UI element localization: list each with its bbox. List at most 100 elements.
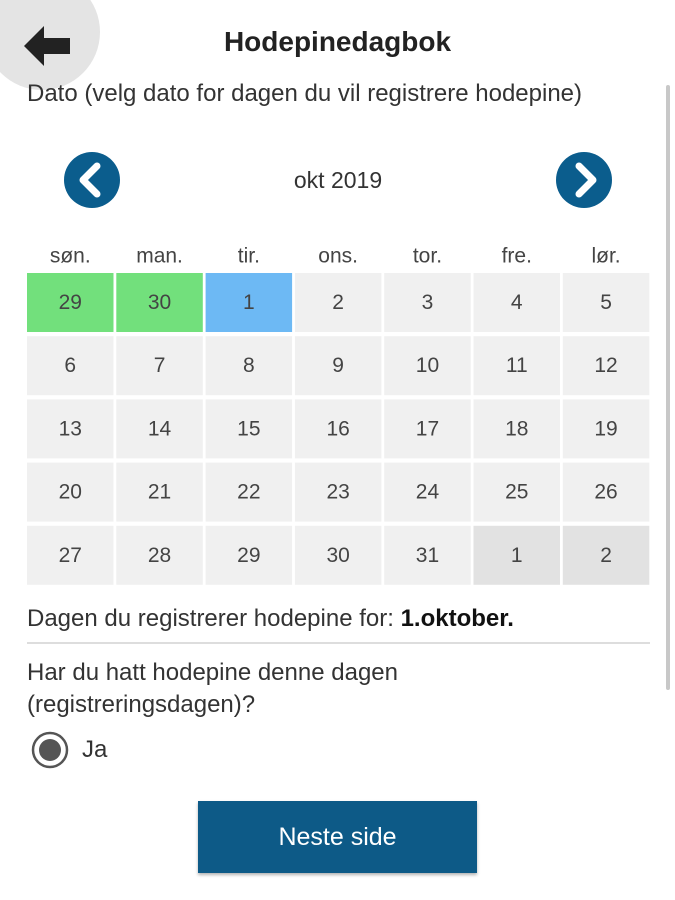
summary: Dagen du registrerer hodepine for: 1.okt… [27,605,514,633]
day-number: 2 [600,544,612,567]
radio-label: Ja [82,736,108,763]
day-number: 1 [511,544,523,567]
radio-dot [39,739,61,761]
day-cell[interactable] [116,336,203,396]
day-cell[interactable] [562,525,650,585]
month-label: okt 2019 [293,167,383,193]
next-month[interactable] [554,152,614,212]
day-number: 3 [422,291,434,314]
weekday-label: lør. [591,245,620,268]
day-cell[interactable] [294,525,382,585]
back-arrow [24,26,70,66]
back-button[interactable] [0,0,120,100]
day-cell[interactable] [27,273,114,332]
day-number: 2 [332,291,344,314]
day-cell[interactable] [205,525,293,585]
day-number: 9 [332,354,344,377]
day-number: 29 [237,544,260,567]
day-number: 21 [148,481,171,504]
day-cell[interactable] [562,462,650,522]
weekday-label: søn. [50,245,91,268]
next-button[interactable]: Neste side [198,801,477,873]
day-number: 4 [511,291,523,314]
day-number: 31 [416,544,439,567]
day-cell[interactable] [294,336,382,396]
day-number: 19 [594,417,617,440]
day-number: 27 [59,544,82,567]
day-number: 7 [154,354,166,377]
calendar: søn. man. tir. ons. tor. fre. lør.29 30 1 2 3 4 56 7 8… [27,245,650,585]
weekday-label: fre. [502,245,532,268]
day-cell[interactable] [384,462,471,522]
day-number: 14 [148,417,172,440]
day-number: 10 [416,354,439,377]
day-cell[interactable] [473,336,561,396]
day-cell[interactable] [473,462,561,522]
day-cell[interactable] [384,336,471,396]
next-circle [556,152,612,208]
day-cell[interactable] [27,525,114,585]
day-cell[interactable] [562,399,650,459]
day-number: 13 [59,417,82,440]
day-cell[interactable] [116,399,203,459]
day-cell[interactable] [294,399,382,459]
day-number: 29 [59,291,82,314]
day-number: 30 [148,291,171,314]
day-number: 28 [148,544,171,567]
day-number: 22 [237,481,260,504]
day-cell[interactable] [116,462,203,522]
day-number: 8 [243,354,255,377]
day-cell[interactable] [205,462,293,522]
question: Har du hatt hodepine denne dagen (regist… [27,659,398,718]
day-cell[interactable] [27,336,114,396]
date-label: Dato (velg dato for dagen du vil registr… [27,80,582,107]
day-number: 6 [64,354,76,377]
day-cell[interactable] [27,462,114,522]
day-cell[interactable] [473,525,561,585]
day-cell[interactable] [294,273,382,332]
day-number: 30 [326,544,349,567]
day-number: 18 [505,417,528,440]
day-number: 1 [243,291,255,314]
day-number: 26 [594,481,617,504]
weekday-label: tor. [413,245,442,268]
day-number: 24 [416,481,440,504]
day-number: 15 [237,417,260,440]
day-number: 5 [600,291,612,314]
weekday-label: tir. [238,245,260,268]
weekday-label: man. [136,245,183,268]
summary-text: Dagen du registrerer hodepine for: [27,605,394,632]
day-number: 23 [326,481,349,504]
weekday-label: ons. [318,245,358,268]
day-cell[interactable] [384,399,471,459]
prev-circle [64,152,120,208]
day-cell[interactable] [116,525,203,585]
prev-month[interactable] [62,152,122,212]
day-cell[interactable] [384,525,471,585]
day-cell[interactable] [294,462,382,522]
day-cell[interactable] [384,273,471,332]
radio-button[interactable] [30,730,72,772]
summary-value: 1.oktober. [400,605,514,632]
day-cell[interactable] [473,399,561,459]
day-cell[interactable] [562,273,650,332]
day-cell[interactable] [116,273,203,332]
day-cell[interactable] [205,273,293,332]
scrollbar [666,85,670,690]
day-number: 20 [59,481,82,504]
day-cell[interactable] [205,336,293,396]
separator [27,642,650,644]
day-number: 16 [326,417,349,440]
day-number: 11 [506,354,528,377]
next-chevron [575,162,597,198]
day-cell[interactable] [205,399,293,459]
day-number: 17 [416,417,439,440]
title: Hodepinedagbok [223,26,452,57]
day-number: 12 [594,354,617,377]
day-number: 25 [505,481,528,504]
day-cell[interactable] [562,336,650,396]
day-cell[interactable] [473,273,561,332]
day-cell[interactable] [27,399,114,459]
